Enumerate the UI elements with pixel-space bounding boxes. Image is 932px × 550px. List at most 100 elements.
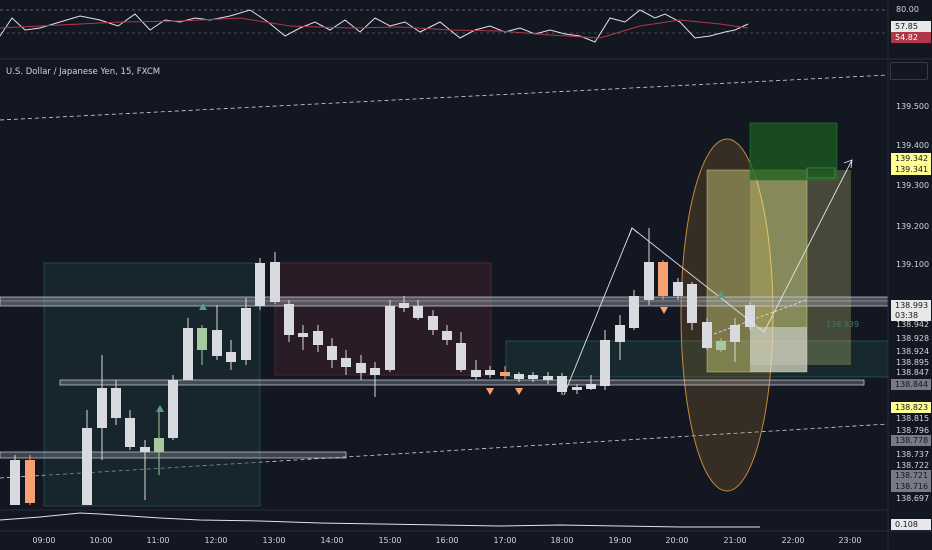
- candle-body: [600, 340, 610, 386]
- price-label: 138.942: [896, 320, 930, 329]
- session-box-ny: [505, 340, 889, 378]
- target-zone: [749, 122, 838, 181]
- price-tag: 138.721: [891, 470, 931, 481]
- candle-body: [658, 262, 668, 296]
- candle-body: [745, 305, 755, 327]
- price-tag: 139.341: [891, 164, 931, 175]
- session-box-asia: [43, 262, 261, 507]
- price-label: 138.697: [896, 494, 930, 503]
- candle-body: [298, 333, 308, 337]
- chart-nav-box[interactable]: [890, 62, 928, 80]
- candle-body: [140, 447, 150, 452]
- candle-body: [385, 306, 395, 370]
- up-marker-1: [199, 303, 207, 310]
- session-box-london: [274, 262, 492, 376]
- candle-body: [615, 325, 625, 342]
- candle-body: [241, 308, 251, 360]
- time-label: 18:00: [550, 536, 574, 545]
- price-label: 138.796: [896, 426, 930, 435]
- price-label: 138.924: [896, 347, 930, 356]
- lower-channel-line: [0, 423, 889, 479]
- price-label: 139.300: [896, 181, 930, 190]
- candle-body: [168, 380, 178, 438]
- time-label: 21:00: [723, 536, 747, 545]
- candle-body: [528, 375, 538, 379]
- price-label: 139.500: [896, 102, 930, 111]
- upper-channel-line: [0, 74, 889, 121]
- candle-body: [125, 418, 135, 447]
- rsi-signal-tag: 54.82: [891, 32, 931, 43]
- candle-body: [25, 460, 35, 503]
- time-label: 10:00: [89, 536, 113, 545]
- candle-body: [485, 370, 495, 375]
- candle-body: [586, 384, 596, 389]
- price-tag: 138.716: [891, 481, 931, 492]
- candle-body: [471, 370, 481, 377]
- down-marker-1: [486, 388, 494, 395]
- price-label: 138.722: [896, 461, 930, 470]
- candle-body: [399, 303, 409, 308]
- price-tag: 138.823: [891, 402, 931, 413]
- time-label: 16:00: [435, 536, 459, 545]
- up-marker-2: [156, 405, 164, 412]
- time-label: 15:00: [378, 536, 402, 545]
- time-label: 19:00: [608, 536, 632, 545]
- price-tag: 138.778: [891, 435, 931, 446]
- time-label: 17:00: [493, 536, 517, 545]
- candle-body: [10, 460, 20, 505]
- candle-body: [629, 296, 639, 328]
- candle-body: [313, 331, 323, 345]
- candle-body: [226, 352, 236, 362]
- candle-body: [716, 341, 726, 350]
- candle-body: [82, 428, 92, 505]
- price-label: 139.100: [896, 260, 930, 269]
- rsi-value-tag: 57.85: [891, 21, 931, 32]
- candle-body: [557, 376, 567, 392]
- volume-line: [0, 512, 760, 528]
- candle-body: [212, 330, 222, 356]
- candle-body: [702, 322, 712, 348]
- price-tag: 138.993: [891, 300, 931, 311]
- rsi-signal-line: [0, 17, 749, 39]
- price-label: 138.847: [896, 368, 930, 377]
- time-label: 20:00: [665, 536, 689, 545]
- time-label: 11:00: [146, 536, 170, 545]
- time-label: 12:00: [204, 536, 228, 545]
- target-small-box: [806, 167, 836, 179]
- rsi-panel: [0, 9, 888, 43]
- up-marker-3: [717, 291, 725, 298]
- arrowhead-final: [843, 159, 853, 169]
- projection-dashed: [713, 299, 807, 335]
- symbol-title: U.S. Dollar / Japanese Yen, 15, FXCM: [6, 67, 161, 77]
- candle-body: [111, 388, 121, 418]
- low-rail: [0, 451, 347, 459]
- stop-zone: [750, 327, 807, 372]
- candle-body: [341, 358, 351, 367]
- candle-body: [456, 343, 466, 370]
- volume-value-tag: 0.108: [891, 519, 931, 530]
- resistance-rail: [0, 296, 889, 307]
- price-label: 138.895: [896, 358, 930, 367]
- candle-body: [442, 331, 452, 340]
- price-label: 138.737: [896, 450, 930, 459]
- candle-body: [370, 368, 380, 375]
- candle-body: [183, 328, 193, 380]
- candle-body: [97, 388, 107, 428]
- price-label: 138.928: [896, 334, 930, 343]
- time-label: 09:00: [32, 536, 56, 545]
- time-label: 14:00: [320, 536, 344, 545]
- candle-body: [644, 262, 654, 300]
- candle-body: [413, 306, 423, 318]
- support-rail: [59, 379, 865, 386]
- candle-body: [428, 316, 438, 330]
- candle-body: [356, 363, 366, 373]
- candle-body: [327, 346, 337, 360]
- arrowhead-mid: [628, 227, 639, 237]
- time-label: 23:00: [838, 536, 862, 545]
- candle-body: [500, 372, 510, 376]
- candle-body: [730, 325, 740, 342]
- down-marker-3: [660, 307, 668, 314]
- shadow-price-label: 138.939: [826, 320, 859, 329]
- candle-body: [673, 282, 683, 296]
